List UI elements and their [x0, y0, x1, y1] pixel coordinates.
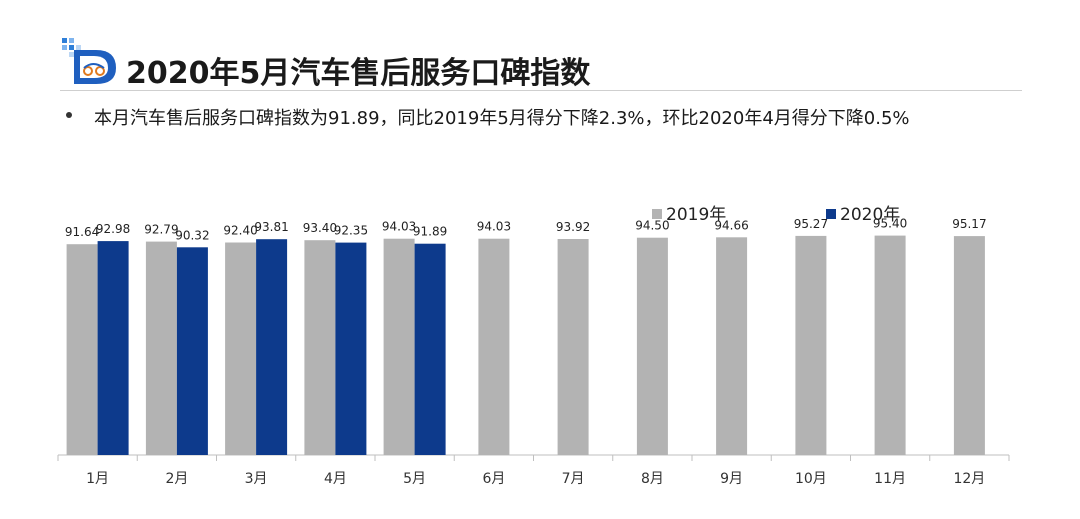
data-label: 92.35 [334, 224, 368, 238]
x-tick-label: 5月 [403, 471, 426, 487]
legend-label-series-2019: 2019年 [666, 205, 726, 225]
x-tick-label: 6月 [482, 471, 505, 487]
bar-series-2020 [176, 247, 208, 455]
data-label: 95.40 [873, 217, 907, 231]
x-tick-label: 8月 [641, 471, 664, 487]
data-label: 92.98 [96, 222, 130, 236]
data-label: 91.64 [65, 225, 99, 239]
x-tick-label: 10月 [795, 471, 827, 487]
x-tick-label: 11月 [874, 471, 906, 487]
data-label: 93.40 [303, 221, 337, 235]
x-tick-label: 3月 [245, 471, 268, 487]
summary-text: 本月汽车售后服务口碑指数为91.89，同比2019年5月得分下降2.3%，环比2… [94, 108, 910, 129]
legend-swatch-series-2020 [826, 209, 836, 219]
data-label: 94.03 [477, 220, 511, 234]
bar-series-2020 [97, 241, 129, 455]
data-label: 94.66 [714, 218, 748, 232]
bar-series-2020 [414, 243, 446, 455]
bar-series-2019 [478, 238, 510, 455]
data-label: 95.27 [794, 217, 828, 231]
x-tick-label: 12月 [953, 471, 985, 487]
data-label: 92.40 [223, 224, 257, 238]
bar-series-2019 [874, 235, 906, 455]
x-tick-label: 1月 [86, 471, 109, 487]
legend-label-series-2020: 2020年 [840, 205, 900, 225]
x-tick-label: 2月 [165, 471, 188, 487]
data-label: 92.79 [144, 223, 178, 237]
brand-logo-icon [62, 38, 116, 84]
x-tick-label: 9月 [720, 471, 743, 487]
bar-series-2019 [636, 237, 668, 455]
data-label: 93.92 [556, 220, 590, 234]
bar-series-2020 [256, 239, 288, 455]
page-title: 2020年5月汽车售后服务口碑指数 [126, 56, 591, 91]
x-tick-label: 7月 [562, 471, 585, 487]
bar-series-2019 [66, 244, 98, 455]
bar-series-2019 [716, 237, 748, 455]
bar-series-2019 [225, 242, 257, 455]
bar-series-2019 [383, 238, 415, 455]
data-label: 90.32 [175, 228, 209, 242]
data-label: 94.03 [382, 220, 416, 234]
bar-series-2020 [335, 242, 367, 455]
bar-series-2019 [557, 239, 589, 455]
title-divider [60, 90, 1022, 91]
data-label: 91.89 [413, 225, 447, 239]
data-label: 94.50 [635, 219, 669, 233]
legend-swatch-series-2019 [652, 209, 662, 219]
data-label: 93.81 [254, 220, 288, 234]
bar-series-2019 [953, 236, 985, 455]
bar-series-2019 [145, 241, 177, 455]
x-tick-label: 4月 [324, 471, 347, 487]
bullet-icon [66, 112, 72, 118]
data-label: 95.17 [952, 217, 986, 231]
bar-series-2019 [304, 240, 336, 455]
bar-series-2019 [795, 235, 827, 455]
